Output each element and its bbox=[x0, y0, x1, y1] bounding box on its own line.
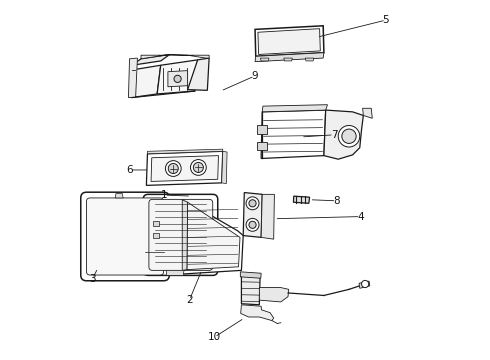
Polygon shape bbox=[188, 58, 209, 90]
Circle shape bbox=[174, 75, 181, 82]
Polygon shape bbox=[182, 200, 188, 270]
Polygon shape bbox=[255, 53, 324, 62]
Polygon shape bbox=[147, 149, 223, 154]
FancyBboxPatch shape bbox=[149, 199, 213, 270]
Circle shape bbox=[246, 197, 259, 210]
FancyBboxPatch shape bbox=[87, 198, 164, 275]
Polygon shape bbox=[262, 105, 327, 112]
Polygon shape bbox=[241, 305, 274, 320]
Text: 3: 3 bbox=[89, 274, 96, 284]
Circle shape bbox=[166, 161, 181, 176]
Polygon shape bbox=[259, 288, 289, 302]
Polygon shape bbox=[359, 281, 370, 288]
Text: 2: 2 bbox=[186, 295, 193, 305]
Text: 6: 6 bbox=[126, 165, 133, 175]
Polygon shape bbox=[182, 200, 243, 274]
Circle shape bbox=[168, 163, 178, 174]
Polygon shape bbox=[115, 194, 123, 198]
Polygon shape bbox=[294, 196, 310, 203]
Polygon shape bbox=[260, 58, 269, 61]
Text: 4: 4 bbox=[357, 212, 364, 221]
Polygon shape bbox=[324, 110, 364, 159]
Polygon shape bbox=[261, 194, 274, 239]
Polygon shape bbox=[240, 272, 261, 278]
Text: 10: 10 bbox=[208, 332, 221, 342]
Polygon shape bbox=[128, 58, 137, 98]
Circle shape bbox=[191, 159, 206, 175]
Circle shape bbox=[246, 219, 259, 231]
Text: 1: 1 bbox=[161, 190, 168, 200]
Circle shape bbox=[249, 221, 256, 228]
Polygon shape bbox=[221, 151, 227, 184]
Circle shape bbox=[362, 280, 368, 288]
Polygon shape bbox=[284, 58, 293, 61]
Bar bbox=[257, 141, 267, 150]
FancyBboxPatch shape bbox=[81, 192, 170, 281]
Polygon shape bbox=[132, 65, 161, 98]
Circle shape bbox=[342, 129, 356, 143]
Text: 7: 7 bbox=[331, 130, 337, 140]
Polygon shape bbox=[147, 151, 223, 185]
Polygon shape bbox=[363, 108, 372, 118]
Polygon shape bbox=[166, 270, 184, 275]
FancyBboxPatch shape bbox=[143, 194, 218, 275]
Polygon shape bbox=[261, 110, 326, 158]
Polygon shape bbox=[168, 71, 188, 87]
Polygon shape bbox=[242, 275, 260, 305]
Bar bbox=[257, 126, 267, 134]
Bar bbox=[153, 221, 159, 226]
Text: 8: 8 bbox=[333, 196, 340, 206]
Circle shape bbox=[249, 200, 256, 207]
Polygon shape bbox=[243, 193, 262, 237]
Polygon shape bbox=[157, 60, 197, 94]
Circle shape bbox=[194, 162, 203, 172]
Bar bbox=[153, 233, 159, 238]
Circle shape bbox=[338, 126, 360, 147]
Polygon shape bbox=[187, 202, 240, 270]
Polygon shape bbox=[132, 54, 170, 65]
Text: 5: 5 bbox=[383, 15, 389, 25]
Polygon shape bbox=[305, 58, 314, 61]
Polygon shape bbox=[255, 26, 324, 56]
Polygon shape bbox=[151, 156, 219, 181]
Polygon shape bbox=[258, 29, 320, 54]
Polygon shape bbox=[141, 54, 209, 59]
Text: 9: 9 bbox=[251, 71, 258, 81]
